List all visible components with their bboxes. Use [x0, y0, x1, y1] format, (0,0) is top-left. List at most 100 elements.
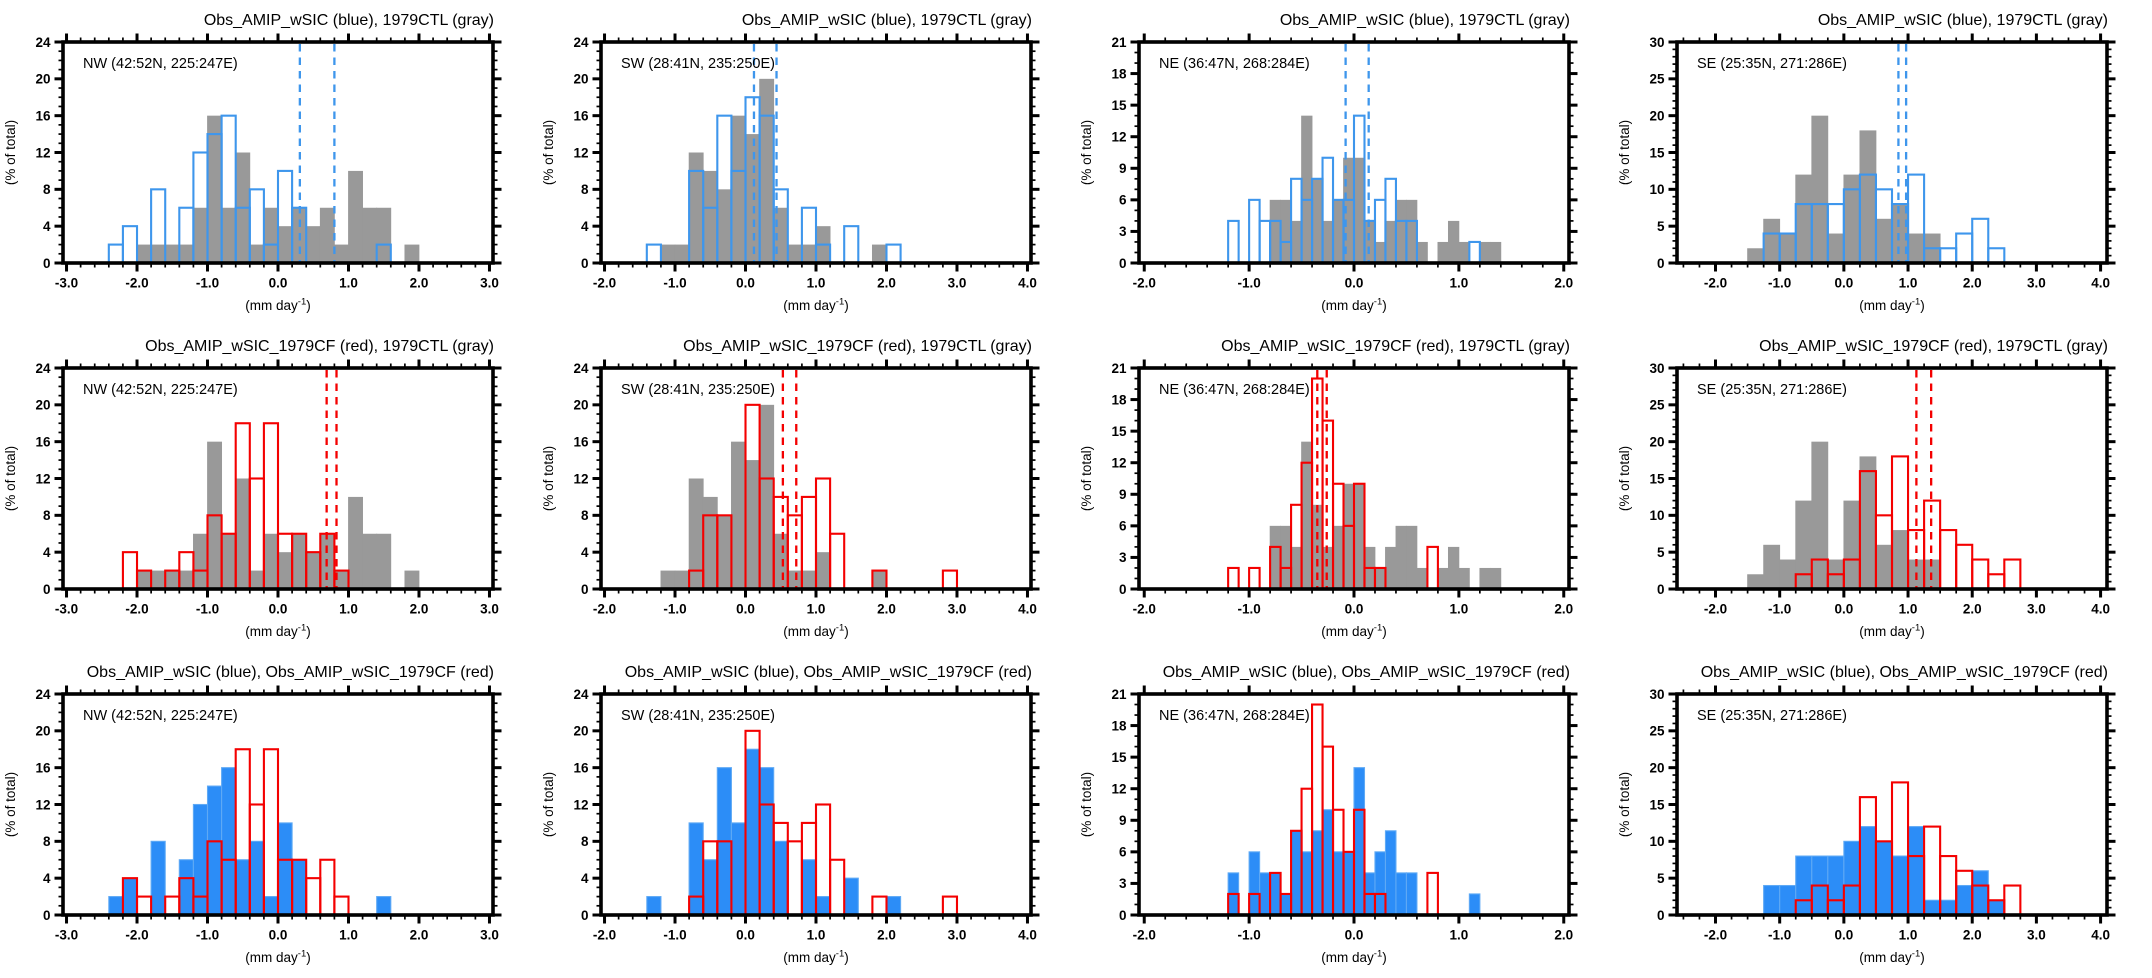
bar [1353, 767, 1366, 916]
panel-svg-r2c4: -2.0 -1.0 0.0 1.0 2.0 3.0 4.0 0 5 10 15 20 25 30 Obs_A… [1617, 338, 2116, 639]
panel-title: Obs_AMIP_wSIC_1979CF (red), 1979CTL (gra… [145, 338, 494, 355]
y-tick-label: 20 [573, 724, 588, 739]
y-axis-label: (% of total) [541, 772, 556, 837]
y-tick-label: 18 [1111, 392, 1127, 407]
y-tick-label: 0 [43, 256, 51, 271]
x-tick-label: 0.0 [736, 602, 755, 617]
x-tick-label: 2.0 [1963, 602, 1982, 617]
x-tick-label: -2.0 [125, 276, 148, 291]
x-tick-label: -1.0 [663, 602, 686, 617]
y-axis-label: (% of total) [1617, 772, 1632, 837]
x-tick-label: 3.0 [2027, 602, 2046, 617]
bar [702, 859, 718, 916]
y-tick-label: 0 [1657, 582, 1665, 597]
bar [1955, 884, 1973, 916]
bar [1875, 544, 1893, 589]
x-tick-label: 3.0 [2027, 928, 2046, 943]
bar [1955, 232, 1974, 265]
x-tick-label: 2.0 [1963, 928, 1982, 943]
bar [221, 207, 237, 263]
bar [786, 840, 803, 917]
bar [193, 207, 208, 263]
x-axis-label: (mm day-1) [783, 623, 848, 640]
bars-layer-r3c4 [1763, 781, 2022, 917]
y-tick-label: 30 [1649, 687, 1664, 702]
y-tick-label: 8 [43, 508, 51, 523]
bar [646, 896, 662, 916]
bar [702, 496, 718, 589]
x-tick-label: 1.0 [1449, 928, 1468, 943]
panel-svg-r1c4: -2.0 -1.0 0.0 1.0 2.0 3.0 4.0 0 5 10 15 20 25 30 Obs_A… [1617, 12, 2116, 313]
bar [164, 244, 180, 263]
bar [249, 570, 265, 589]
bar [348, 496, 363, 589]
bar [2003, 884, 2022, 917]
x-axis-label: (mm day-1) [245, 623, 310, 640]
bar [941, 569, 959, 591]
bar [660, 244, 676, 263]
bar [702, 170, 718, 263]
bar [193, 533, 208, 589]
bar [745, 134, 761, 263]
y-tick-label: 12 [35, 471, 50, 486]
histogram-panel-r2c4: -2.0 -1.0 0.0 1.0 2.0 3.0 4.0 0 5 10 15 20 25 30 Obs_A… [1614, 326, 2152, 652]
panel-title: Obs_AMIP_wSIC (blue), Obs_AMIP_wSIC_1979… [87, 664, 494, 681]
histogram-panel-r1c4: -2.0 -1.0 0.0 1.0 2.0 3.0 4.0 0 5 10 15 20 25 30 Obs_A… [1614, 0, 2152, 326]
histogram-panel-r2c1: -3.0 -2.0 -1.0 0.0 1.0 2.0 3.0 0 4 8 12 16 20 24 Obs_A… [0, 326, 538, 652]
series-1979CTL [660, 404, 887, 589]
bar [773, 840, 789, 916]
y-tick-label: 10 [1649, 182, 1664, 197]
y-tick-label: 10 [1649, 834, 1664, 849]
x-axis-label: (mm day-1) [1859, 949, 1924, 966]
bar [305, 226, 321, 263]
x-tick-label: 3.0 [948, 276, 967, 291]
histogram-panel-r3c3: -2.0 -1.0 0.0 1.0 2.0 0 3 6 9 12 15 18 21 Obs_AMIP_wS… [1076, 652, 1614, 978]
bar [263, 533, 279, 589]
series-1979CTL [1269, 115, 1502, 264]
y-axis-label: (% of total) [3, 446, 18, 511]
y-axis-label: (% of total) [1079, 446, 1094, 511]
bar [871, 895, 888, 917]
x-tick-label: 2.0 [410, 928, 429, 943]
y-tick-label: 20 [35, 398, 50, 413]
x-tick-label: 1.0 [807, 928, 826, 943]
bar [829, 858, 846, 917]
x-tick-label: 1.0 [1899, 928, 1918, 943]
bar [1827, 855, 1845, 916]
panel-svg-r2c3: -2.0 -1.0 0.0 1.0 2.0 0 3 6 9 12 15 18 21 Obs_AMIP_wS… [1079, 338, 1578, 640]
y-tick-label: 15 [1111, 424, 1127, 439]
x-tick-label: -2.0 [1133, 602, 1156, 617]
x-tick-label: 3.0 [480, 602, 499, 617]
bar [135, 895, 153, 917]
histogram-panel-r3c2: -2.0 -1.0 0.0 1.0 2.0 3.0 4.0 0 4 8 12 16 20 24 Obs_AM… [538, 652, 1076, 978]
y-tick-label: 5 [1657, 871, 1665, 886]
y-tick-label: 12 [35, 145, 50, 160]
panel-title: Obs_AMIP_wSIC (blue), 1979CTL (gray) [204, 12, 494, 29]
bar [235, 859, 251, 916]
bar [1939, 899, 1957, 916]
x-tick-label: 3.0 [2027, 276, 2046, 291]
y-axis-label: (% of total) [541, 446, 556, 511]
y-tick-label: 0 [43, 908, 51, 923]
bar [1301, 115, 1313, 264]
x-axis-label: (mm day-1) [1321, 623, 1386, 640]
x-tick-label: -1.0 [1768, 602, 1791, 617]
bar [1301, 441, 1313, 589]
y-tick-label: 20 [573, 72, 588, 87]
bar [645, 243, 662, 265]
region-label: NW (42:52N, 225:247E) [83, 382, 238, 398]
panel-title: Obs_AMIP_wSIC (blue), 1979CTL (gray) [742, 12, 1032, 29]
x-tick-label: -3.0 [55, 928, 78, 943]
bar [1987, 247, 2006, 265]
x-tick-label: 0.0 [1834, 928, 1853, 943]
bar [1843, 840, 1861, 916]
bar [801, 859, 817, 916]
y-axis-label: (% of total) [541, 120, 556, 185]
y-axis-label: (% of total) [1079, 120, 1094, 185]
bar [262, 748, 280, 917]
bar [1332, 199, 1344, 263]
bar [773, 533, 789, 589]
bar [1343, 157, 1355, 263]
panel-title: Obs_AMIP_wSIC (blue), 1979CTL (gray) [1280, 12, 1570, 29]
bar [121, 551, 139, 591]
